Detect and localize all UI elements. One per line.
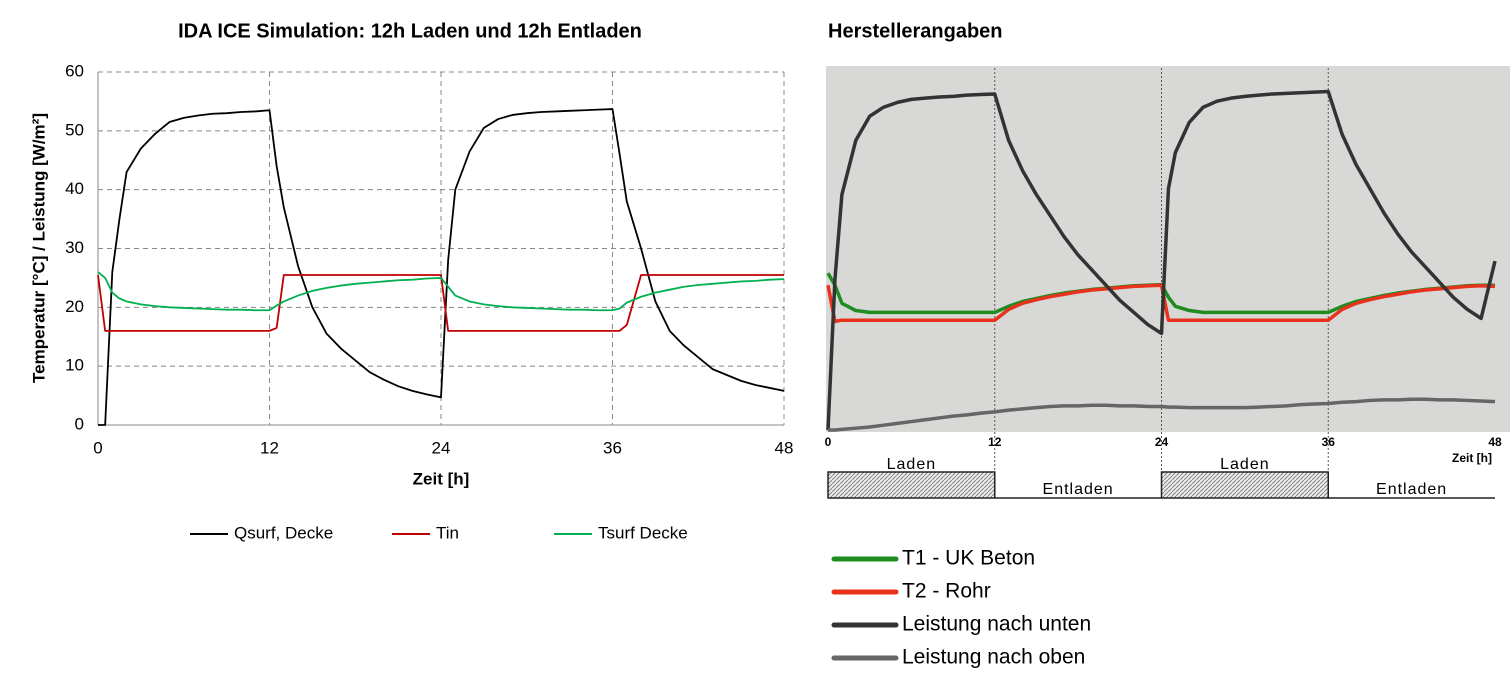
x-axis-label: Zeit [h] bbox=[1452, 451, 1492, 465]
y-tick-label: 20 bbox=[65, 297, 84, 316]
phase-label: Entladen bbox=[1043, 481, 1114, 498]
series-line bbox=[97, 271, 785, 312]
x-tick-label: 24 bbox=[1155, 435, 1169, 449]
plot-background bbox=[826, 66, 1510, 432]
x-axis-label: Zeit [h] bbox=[413, 469, 470, 488]
x-tick-label: 0 bbox=[825, 435, 832, 449]
legend-label: Tsurf Decke bbox=[598, 523, 688, 542]
phase-label: Laden bbox=[887, 456, 937, 473]
series-line bbox=[826, 283, 1496, 324]
y-tick-label: 10 bbox=[65, 356, 84, 375]
phase-label: Entladen bbox=[1376, 481, 1447, 498]
series-line bbox=[828, 397, 1496, 432]
chart-title: IDA ICE Simulation: 12h Laden und 12h En… bbox=[178, 20, 642, 42]
x-tick-label: 12 bbox=[988, 435, 1002, 449]
phase-label: Laden bbox=[1220, 456, 1270, 473]
phase-box bbox=[827, 471, 996, 499]
phase-box bbox=[1160, 471, 1329, 499]
series-line bbox=[97, 274, 784, 332]
y-tick-label: 40 bbox=[65, 179, 84, 198]
legend-label: Leistung nach unten bbox=[902, 613, 1091, 636]
legend-label: Tin bbox=[436, 523, 459, 542]
y-tick-label: 0 bbox=[75, 414, 84, 433]
x-tick-label: 48 bbox=[1488, 435, 1502, 449]
legend-label: T1 - UK Beton bbox=[902, 547, 1035, 570]
y-axis-label: Temperatur [°C] / Leistung [W/m²] bbox=[29, 113, 48, 383]
legend-label: Qsurf, Decke bbox=[234, 523, 333, 542]
x-tick-label: 36 bbox=[1322, 435, 1336, 449]
x-tick-label: 48 bbox=[775, 438, 794, 457]
x-tick-label: 0 bbox=[93, 438, 102, 457]
y-tick-label: 60 bbox=[65, 61, 84, 80]
x-tick-label: 24 bbox=[432, 438, 451, 457]
chart-title: Herstellerangaben bbox=[828, 20, 1003, 42]
x-tick-label: 36 bbox=[603, 438, 622, 457]
series-line bbox=[98, 108, 785, 426]
y-tick-label: 50 bbox=[65, 120, 84, 139]
legend-label: Leistung nach oben bbox=[902, 646, 1085, 669]
x-tick-label: 12 bbox=[260, 438, 279, 457]
legend-label: T2 - Rohr bbox=[902, 580, 991, 603]
series-line bbox=[826, 89, 1497, 431]
y-tick-label: 30 bbox=[65, 238, 84, 257]
